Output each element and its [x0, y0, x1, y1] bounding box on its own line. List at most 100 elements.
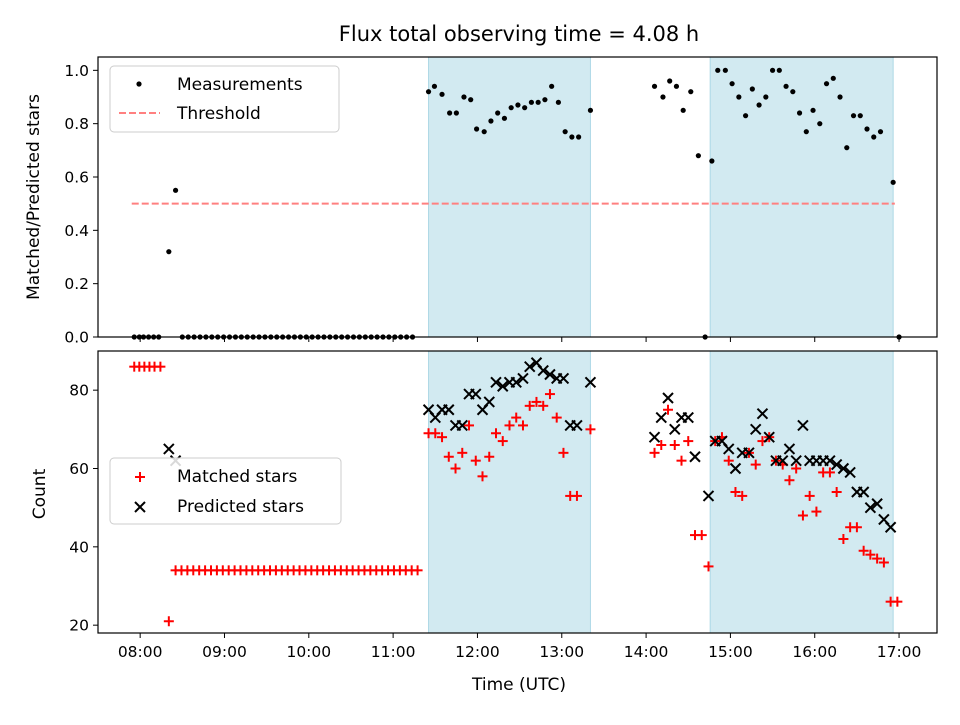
measurement-point	[817, 121, 823, 127]
matched-star-point	[791, 463, 802, 474]
matched-star-point	[878, 557, 889, 568]
x-tick-label: 12:00	[455, 643, 500, 661]
marker-stroke	[763, 431, 775, 443]
matched-star-point	[450, 463, 461, 474]
observing-window-shade	[428, 350, 591, 634]
measurement-point	[680, 107, 686, 113]
marker-stroke	[723, 443, 735, 455]
marker-stroke	[669, 423, 681, 436]
matched-star-point	[838, 534, 849, 544]
matched-star-point	[865, 549, 876, 560]
x-tick-label: 10:00	[286, 643, 331, 661]
bottom-y-axis-label: Count	[30, 468, 50, 519]
matched-star-point	[490, 428, 501, 439]
marker-stroke	[844, 466, 856, 479]
predicted-star-point	[510, 376, 522, 389]
matched-star-point	[750, 459, 761, 470]
marker-stroke	[584, 376, 597, 389]
measurement-point	[823, 81, 830, 87]
marker-stroke	[517, 372, 529, 385]
matched-star-point	[470, 455, 481, 466]
marker-stroke	[878, 513, 890, 526]
matched-star-point	[558, 447, 569, 458]
measurement-point	[528, 99, 535, 105]
measurement-point	[890, 179, 896, 185]
measurement-point	[562, 129, 568, 135]
predicted-star-point	[702, 490, 715, 502]
measurement-point	[871, 134, 877, 140]
predicted-star-point	[689, 451, 701, 463]
predicted-star-point	[163, 443, 175, 455]
predicted-star-point	[871, 498, 883, 510]
marker-stroke	[530, 357, 543, 369]
top-y-tick-label: 0.2	[64, 275, 89, 293]
matched-star-point	[676, 455, 687, 466]
marker-stroke	[756, 407, 769, 420]
matched-star-point	[517, 420, 528, 431]
measurement-point	[722, 67, 728, 73]
marker-stroke	[830, 458, 843, 471]
matched-star-point	[730, 487, 741, 497]
bottom-panel: 20 40 60 80 08:00 09:00 10:00 11:00 12:00 13:00 14…	[69, 350, 938, 661]
predicted-star-point	[750, 423, 762, 436]
predicted-star-point	[669, 423, 681, 436]
matched-star-point	[524, 400, 535, 411]
marker-stroke	[729, 462, 742, 475]
measurement-point	[756, 102, 762, 108]
matched-star-point	[163, 616, 174, 627]
matched-star-point	[412, 565, 423, 576]
measurement-point	[844, 145, 850, 151]
top-y-tick-label: 0.4	[64, 222, 89, 240]
predicted-star-point	[824, 454, 836, 467]
measurement-point	[783, 83, 789, 89]
measurement-point	[796, 110, 803, 116]
legend-threshold-label: Threshold	[176, 104, 261, 124]
predicted-star-point	[497, 380, 509, 392]
measurement-point	[549, 83, 555, 89]
x-axis-label: Time (UTC)	[471, 675, 566, 695]
marker-stroke	[783, 443, 796, 455]
measurement-point	[673, 83, 680, 89]
measurement-point	[522, 105, 528, 111]
bottom-legend: Matched stars Predicted stars	[109, 457, 342, 525]
marker-stroke	[871, 498, 883, 510]
measurement-point	[749, 86, 755, 92]
marker-stroke	[857, 486, 870, 498]
predicted-star-point	[884, 521, 897, 533]
matched-star-point	[723, 455, 734, 466]
matched-star-point	[551, 412, 562, 423]
predicted-star-point	[844, 466, 856, 479]
matched-star-point	[649, 447, 660, 458]
measurement-point	[769, 67, 776, 73]
measurement-point	[587, 107, 594, 113]
measurement-point	[515, 102, 521, 108]
x-tick-label: 08:00	[118, 643, 163, 661]
matched-star-point	[703, 561, 714, 572]
measurement-point	[172, 187, 179, 193]
marker-stroke	[456, 419, 468, 432]
marker-stroke	[510, 376, 522, 389]
legend-matched-label: Matched stars	[177, 467, 297, 487]
measurement-point	[776, 67, 782, 73]
marker-stroke	[837, 462, 850, 475]
measurement-point	[810, 107, 816, 113]
predicted-star-point	[729, 462, 742, 475]
marker-stroke	[776, 454, 789, 467]
marker-stroke	[824, 454, 836, 467]
measurement-point	[447, 110, 453, 116]
predicted-star-point	[470, 388, 482, 400]
predicted-star-point	[571, 419, 583, 432]
measurement-point	[488, 118, 494, 124]
predicted-star-point	[524, 360, 536, 373]
predicted-star-point	[544, 368, 556, 381]
x-tick-label: 14:00	[624, 643, 669, 661]
measurement-point	[742, 113, 749, 119]
measurement-point	[468, 97, 474, 103]
measurement-point	[542, 97, 548, 103]
predicted-star-point	[490, 376, 502, 389]
measurement-point	[790, 89, 796, 95]
matched-star-point	[696, 530, 707, 541]
matched-star-point	[824, 467, 835, 478]
measurement-point	[501, 115, 508, 121]
